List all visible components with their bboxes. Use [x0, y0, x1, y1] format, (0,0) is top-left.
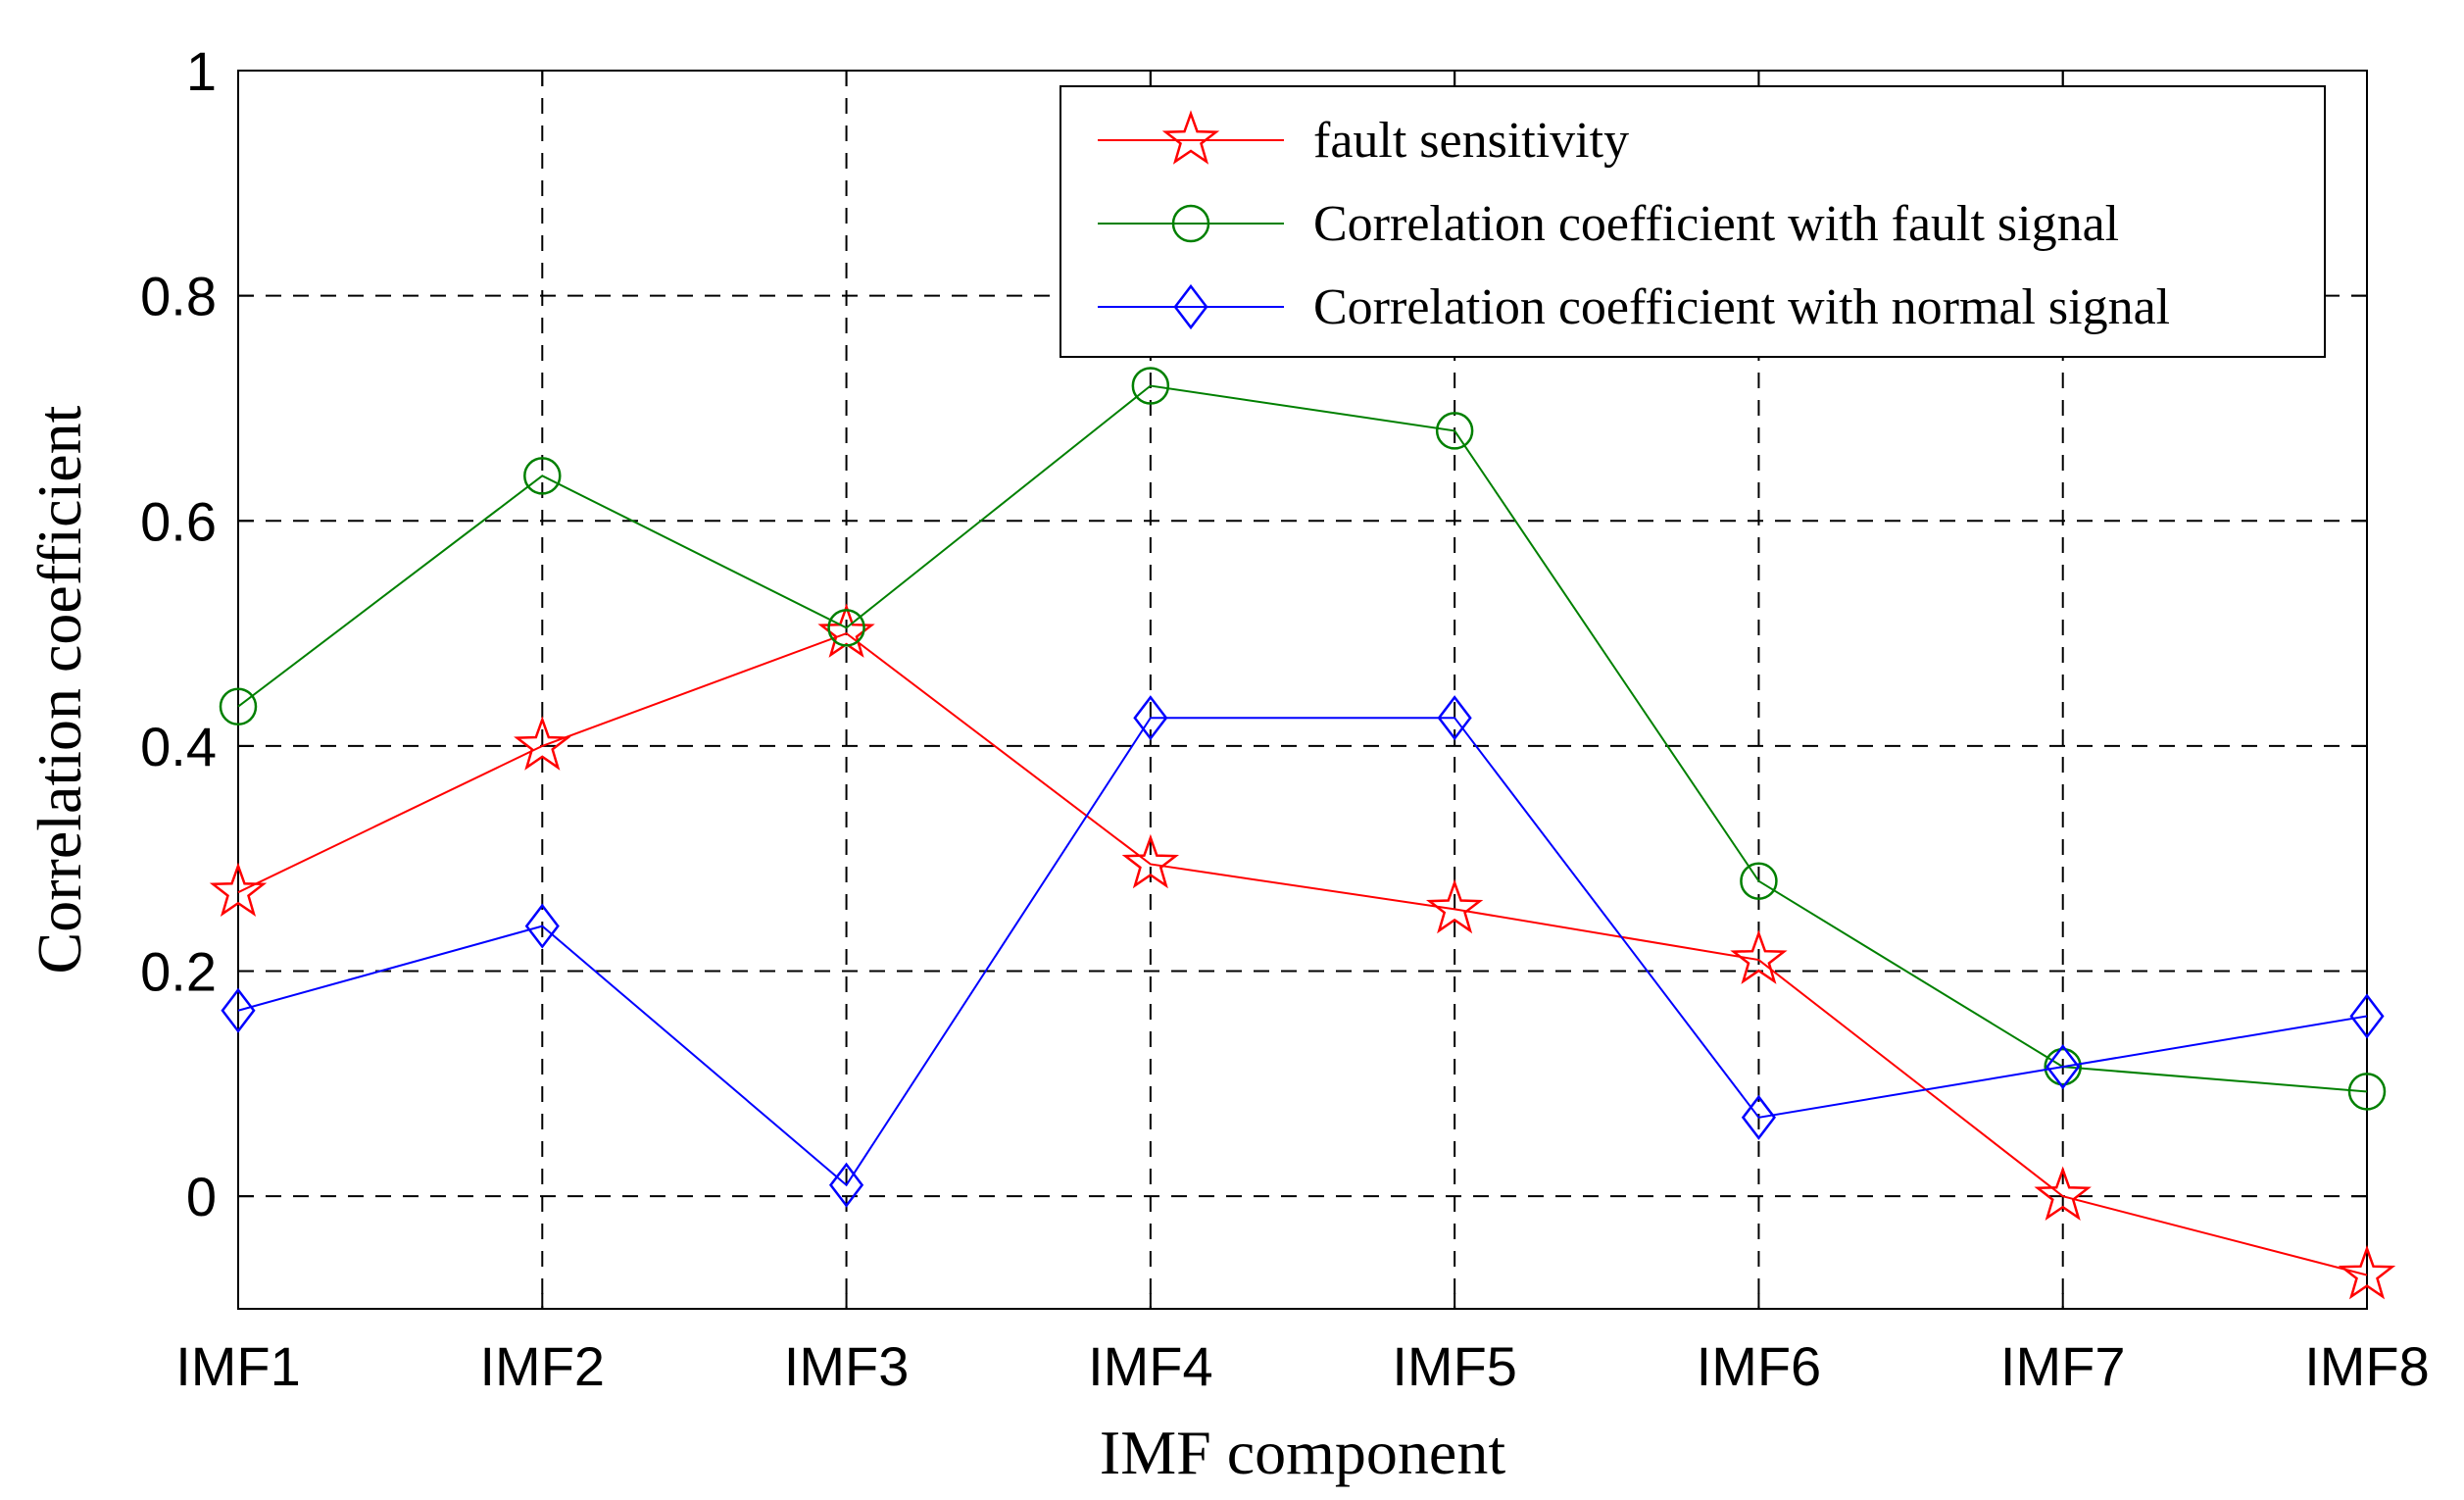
data-point-diamond: [1437, 695, 1472, 741]
y-tick-label: 1: [186, 40, 217, 102]
legend-label: Correlation coefficient with normal sign…: [1313, 279, 2170, 335]
y-axis-title: Correlation coefficient: [25, 405, 94, 974]
data-point-circle: [1435, 412, 1474, 450]
data-point-diamond: [828, 1162, 864, 1208]
data-point-star: [2034, 1166, 2092, 1222]
x-tick-label: IMF3: [784, 1335, 910, 1397]
data-point-circle: [1740, 862, 1778, 900]
data-point-circle: [2044, 1047, 2082, 1086]
series-line: [237, 717, 2368, 1187]
y-tick-label: 0.8: [140, 266, 217, 327]
data-point-star: [1730, 929, 1788, 984]
series: [209, 367, 2396, 1300]
legend-marker-circle: [1171, 204, 1210, 243]
data-point-diamond: [2045, 1044, 2081, 1090]
data-point-star: [209, 862, 268, 917]
legend: fault sensitivity Correlation coefficient…: [1060, 85, 2326, 358]
data-point-diamond: [1133, 695, 1168, 741]
legend-label: fault sensitivity: [1313, 113, 1629, 169]
y-tick-label: 0.6: [140, 490, 217, 552]
data-point-star: [514, 716, 571, 771]
legend-entry: fault sensitivity: [1098, 110, 1629, 169]
y-tick-label: 0.2: [140, 941, 217, 1003]
x-axis-title: IMF component: [1100, 1418, 1505, 1487]
x-tick-label: IMF5: [1392, 1335, 1517, 1397]
data-point-circle: [1131, 367, 1170, 405]
data-point-diamond: [2349, 993, 2385, 1039]
series-diamond: [221, 695, 2385, 1208]
data-point-diamond: [524, 903, 560, 949]
legend-entry: Correlation coefficient with fault signa…: [1098, 196, 2119, 252]
data-point-circle: [523, 457, 562, 495]
x-tick-label: IMF6: [1697, 1335, 1822, 1397]
axis-ticks: 0 0.2 0.4 0.6 0.8 1 IMF1 IMF2 IMF3 IMF4 IMF5 IMF6 IM…: [140, 40, 2430, 1397]
data-point-star: [1121, 833, 1180, 889]
data-point-diamond: [1741, 1094, 1777, 1140]
y-tick-label: 0: [186, 1166, 217, 1227]
x-tick-label: IMF8: [2304, 1335, 2430, 1397]
x-tick-label: IMF2: [480, 1335, 606, 1397]
x-tick-label: IMF7: [2000, 1335, 2126, 1397]
legend-label: Correlation coefficient with fault signa…: [1313, 196, 2119, 252]
legend-marker-star: [1161, 110, 1220, 165]
data-point-star: [1425, 878, 1484, 934]
legend-marker-diamond: [1173, 283, 1208, 330]
series-line: [237, 384, 2368, 1093]
x-tick-label: IMF1: [175, 1335, 301, 1397]
data-point-circle: [2347, 1073, 2387, 1111]
series-circle: [219, 367, 2387, 1111]
data-point-circle: [827, 609, 865, 647]
x-tick-label: IMF4: [1088, 1335, 1213, 1397]
y-tick-label: 0.4: [140, 716, 217, 777]
data-point-circle: [219, 687, 258, 725]
data-point-diamond: [221, 987, 256, 1033]
series-line: [237, 631, 2368, 1276]
legend-box: [1060, 85, 2326, 358]
legend-entry: Correlation coefficient with normal sign…: [1098, 279, 2170, 335]
data-point-star: [2338, 1244, 2396, 1300]
